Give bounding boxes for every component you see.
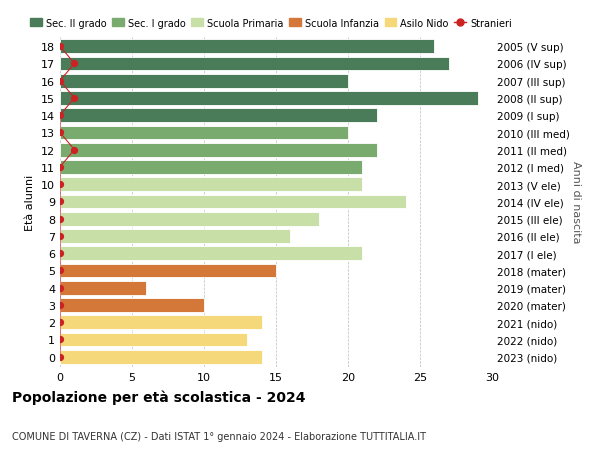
Point xyxy=(55,198,65,206)
Bar xyxy=(60,92,478,106)
Bar xyxy=(60,316,262,330)
Bar xyxy=(60,40,434,54)
Bar xyxy=(60,264,276,278)
Bar xyxy=(60,143,377,157)
Point xyxy=(55,233,65,240)
Point xyxy=(55,267,65,274)
Bar xyxy=(60,350,262,364)
Bar xyxy=(60,212,319,226)
Y-axis label: Età alunni: Età alunni xyxy=(25,174,35,230)
Bar xyxy=(60,195,406,209)
Text: Popolazione per età scolastica - 2024: Popolazione per età scolastica - 2024 xyxy=(12,389,305,404)
Bar xyxy=(60,161,362,174)
Point xyxy=(70,95,79,102)
Point xyxy=(55,129,65,137)
Point xyxy=(55,302,65,309)
Point xyxy=(55,112,65,120)
Bar xyxy=(60,109,377,123)
Bar xyxy=(60,178,362,192)
Bar xyxy=(60,333,247,347)
Legend: Sec. II grado, Sec. I grado, Scuola Primaria, Scuola Infanzia, Asilo Nido, Stran: Sec. II grado, Sec. I grado, Scuola Prim… xyxy=(31,18,512,28)
Bar xyxy=(60,230,290,243)
Point xyxy=(55,319,65,326)
Bar xyxy=(60,247,362,260)
Point xyxy=(70,147,79,154)
Point xyxy=(70,61,79,68)
Bar xyxy=(60,75,348,88)
Point xyxy=(55,78,65,85)
Bar xyxy=(60,57,449,71)
Bar xyxy=(60,281,146,295)
Point xyxy=(55,215,65,223)
Y-axis label: Anni di nascita: Anni di nascita xyxy=(571,161,581,243)
Point xyxy=(55,164,65,171)
Bar xyxy=(60,126,348,140)
Point xyxy=(55,44,65,51)
Point xyxy=(55,353,65,361)
Point xyxy=(55,181,65,188)
Point xyxy=(55,250,65,257)
Point xyxy=(55,284,65,292)
Bar xyxy=(60,298,204,312)
Text: COMUNE DI TAVERNA (CZ) - Dati ISTAT 1° gennaio 2024 - Elaborazione TUTTITALIA.IT: COMUNE DI TAVERNA (CZ) - Dati ISTAT 1° g… xyxy=(12,431,426,441)
Point xyxy=(55,336,65,343)
